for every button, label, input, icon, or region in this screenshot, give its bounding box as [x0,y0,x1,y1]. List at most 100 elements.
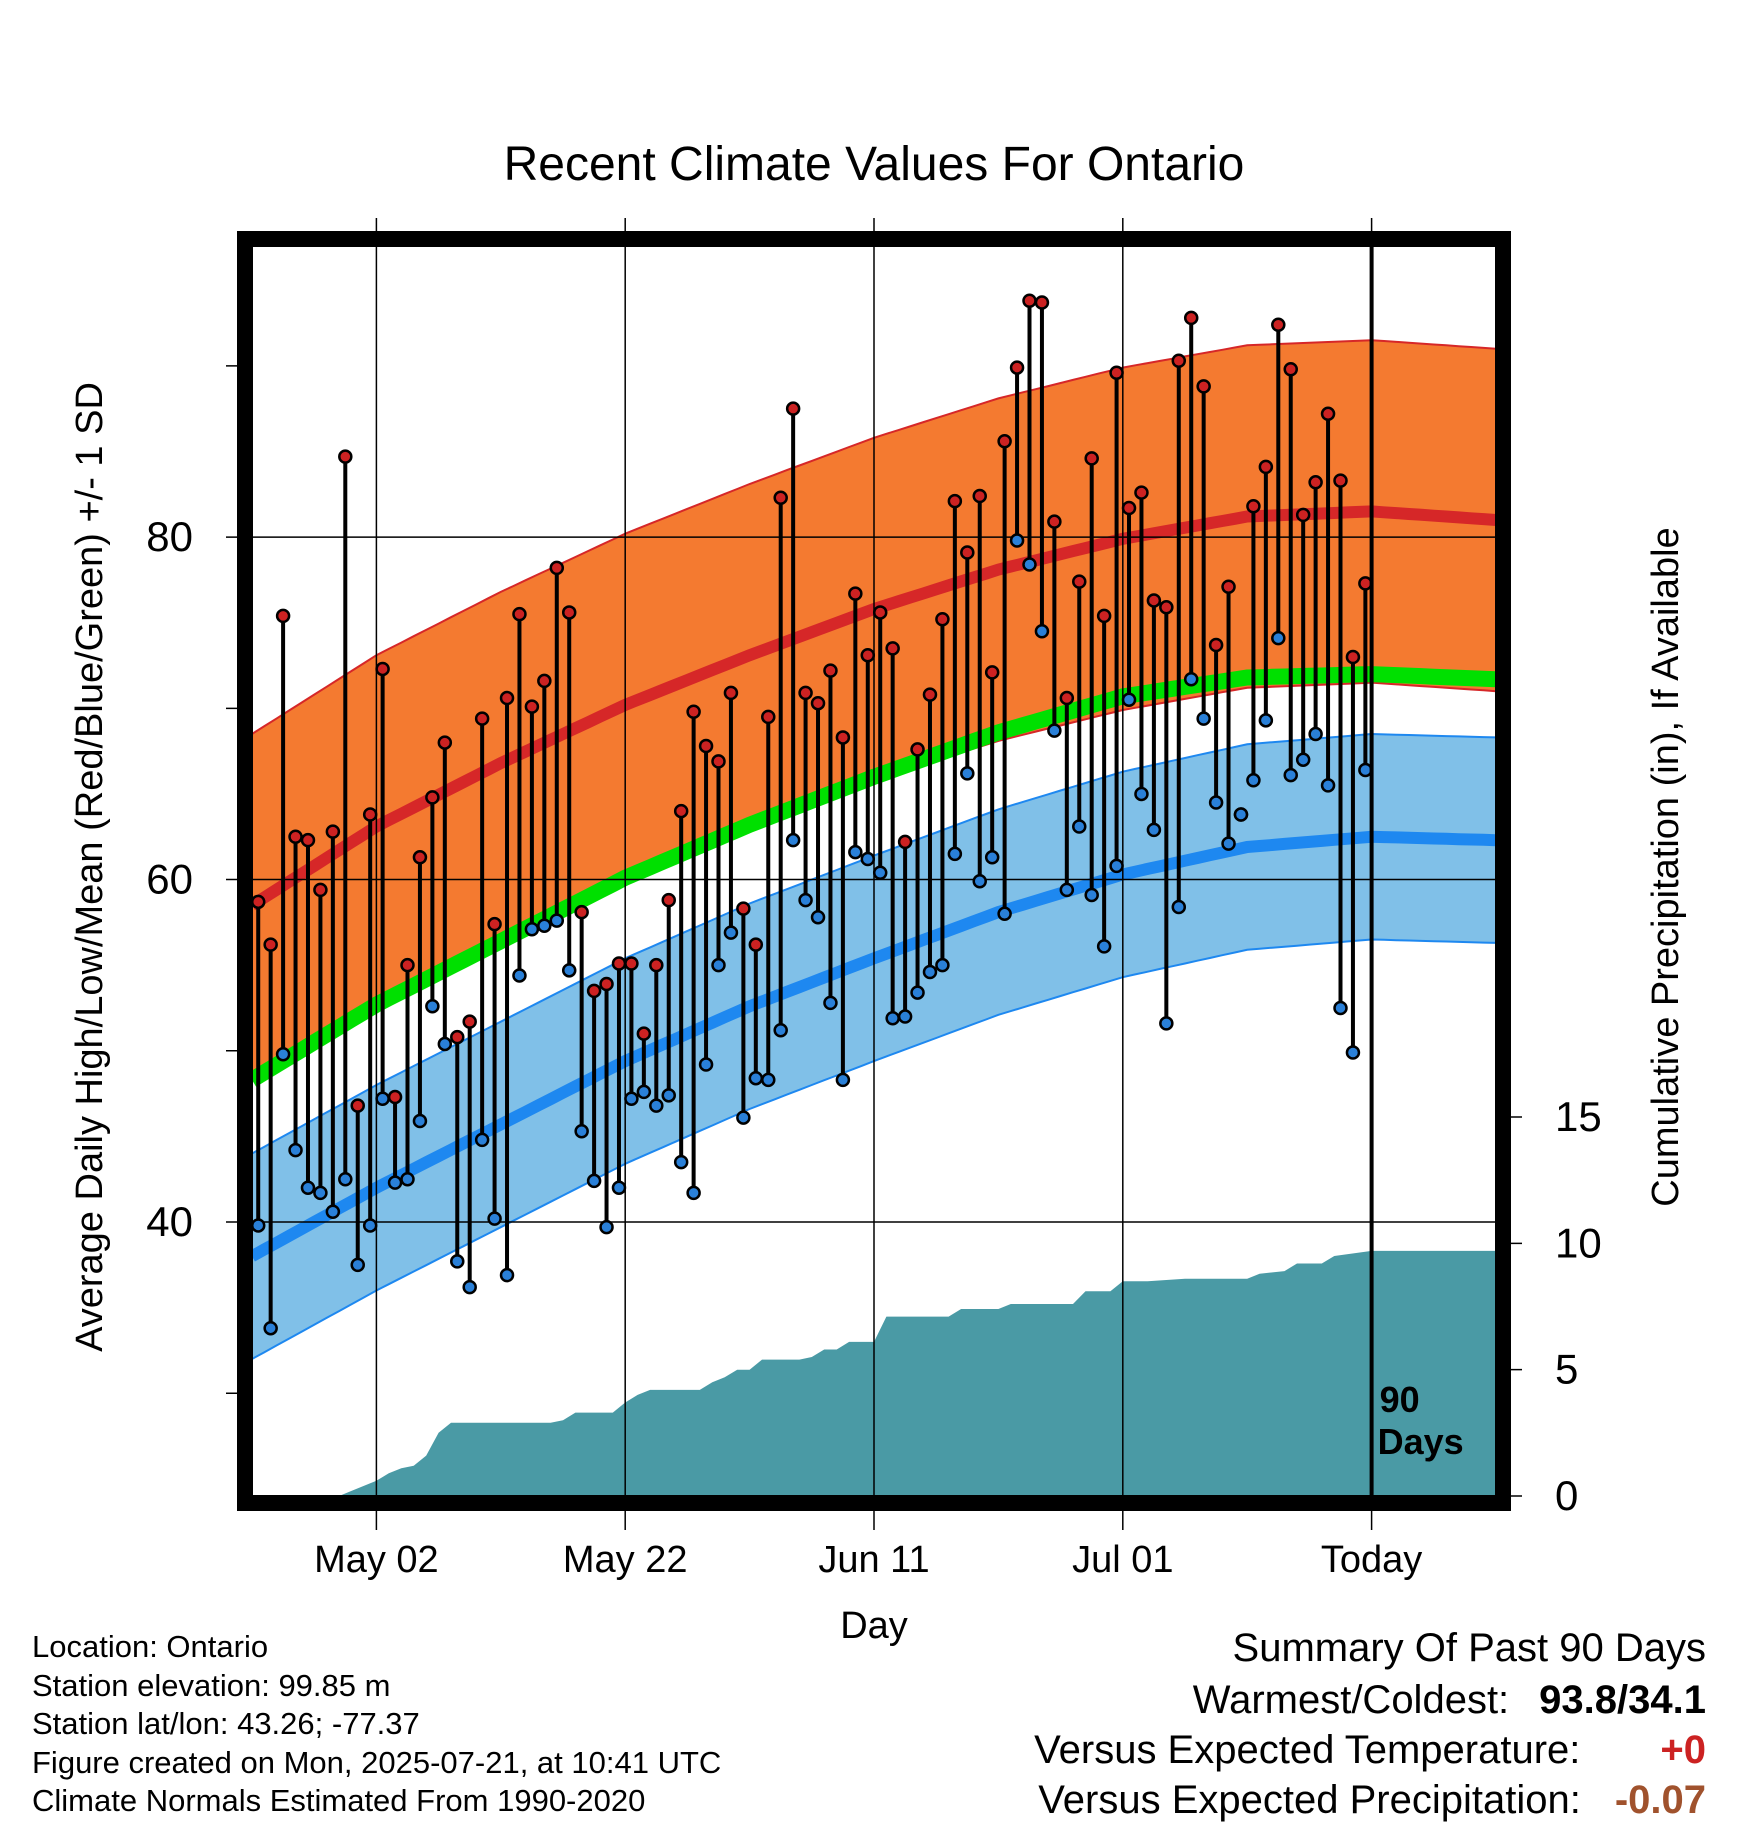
daily-low-point [1047,723,1062,738]
info-elevation: Station elevation: 99.85 m [32,1667,391,1703]
daily-high-point [935,612,950,627]
x-tick-label: Jun 11 [818,1539,929,1581]
y-right-tick-label: 0 [1555,1472,1578,1519]
daily-high-point [1072,574,1087,589]
daily-low-point [275,1046,291,1062]
daily-low-point [1009,533,1025,548]
daily-low-point [860,851,876,867]
daily-low-point [375,1091,390,1106]
daily-high-point [275,608,291,624]
daily-high-point [997,433,1012,449]
daily-high-point [300,832,316,848]
daily-high-point [885,641,900,656]
y-left-tick-label: 80 [146,513,193,560]
daily-low-point [313,1185,328,1201]
x-tick-label: May 02 [314,1539,439,1581]
daily-low-point [960,766,975,781]
daily-low-point [848,844,863,860]
daily-high-point [1146,593,1162,608]
daily-high-point [362,807,378,822]
precip-vs-expected-label: Versus Expected Precipitation: [1038,1778,1581,1822]
daily-low-point [263,1320,278,1336]
daily-high-point [723,685,739,701]
daily-high-point [910,742,925,757]
daily-high-point [1358,576,1373,591]
daily-high-point [872,605,888,620]
daily-low-point [761,1072,776,1088]
daily-low-point [649,1098,664,1113]
daily-low-point [288,1142,303,1158]
x-tick-label: Today [1321,1539,1422,1581]
daily-high-point [611,956,627,971]
daily-low-point [748,1070,764,1086]
daily-high-point [313,882,328,898]
daily-low-point [387,1175,403,1190]
plot-frame [237,231,1511,1511]
daily-low-point [400,1171,415,1187]
daily-high-point [1109,365,1124,380]
daily-low-point [250,1218,266,1233]
daily-low-point [450,1254,465,1269]
daily-low-point [897,1009,913,1024]
daily-low-point [736,1110,751,1125]
daily-low-point [1345,1045,1361,1060]
daily-high-point [462,1014,477,1029]
daily-high-point [1320,406,1336,422]
temp-vs-expected-label: Versus Expected Temperature: [1034,1728,1581,1772]
summary-title: Summary Of Past 90 Days [1232,1626,1706,1670]
daily-high-point [698,738,714,754]
daily-high-point [412,850,428,865]
daily-low-point [1208,795,1224,810]
daily-low-point [574,1124,589,1139]
daily-low-point [624,1091,639,1106]
daily-low-point [586,1173,602,1189]
daily-high-point [1271,317,1286,333]
daily-high-point [1171,353,1187,368]
daily-high-point [661,892,676,908]
daily-low-point [362,1218,378,1233]
daily-high-point [1308,475,1323,490]
daily-high-point [499,690,515,706]
daily-low-point [1121,692,1137,708]
daily-low-point [661,1088,676,1103]
daily-high-point [474,711,490,726]
daily-low-point [1295,752,1311,767]
daily-high-point [574,904,589,920]
daily-low-point [599,1219,614,1235]
daily-high-point [425,790,440,805]
daily-high-point [263,937,278,952]
daily-high-point [1283,362,1298,377]
daily-high-point [350,1098,365,1113]
info-created: Figure created on Mon, 2025-07-21, at 10… [32,1744,722,1780]
daily-high-point [1196,379,1211,394]
daily-high-point [1159,600,1174,615]
daily-low-point [1084,887,1099,903]
daily-low-point [1258,713,1274,728]
daily-low-point [698,1057,714,1072]
daily-high-point [798,685,813,701]
daily-high-point [1084,451,1099,466]
daily-low-point [437,1036,453,1052]
daily-low-point [425,999,440,1014]
daily-high-point [1246,499,1261,514]
daily-high-point [761,709,776,725]
daily-low-point [499,1267,515,1283]
daily-high-point [1345,649,1361,665]
y-axis-left-title: Average Daily High/Low/Mean (Red/Blue/Gr… [69,382,111,1352]
daily-high-point [773,490,788,505]
daily-low-point [1022,557,1037,572]
daily-low-point [325,1204,341,1220]
daily-high-point [848,586,863,601]
daily-low-point [300,1180,316,1196]
daily-low-point [1333,1000,1348,1016]
info-latlon: Station lat/lon: 43.26; -77.37 [32,1706,420,1742]
daily-low-point [773,1022,788,1038]
daily-high-point [250,894,266,910]
daily-high-point [636,1026,652,1041]
y-axis-right-title: Cumulative Precipitation (in), If Availa… [1645,527,1687,1206]
x-tick-label: May 22 [563,1539,688,1581]
daily-low-point [910,985,925,1000]
daily-low-point [1146,822,1162,838]
daily-low-point [723,925,739,940]
